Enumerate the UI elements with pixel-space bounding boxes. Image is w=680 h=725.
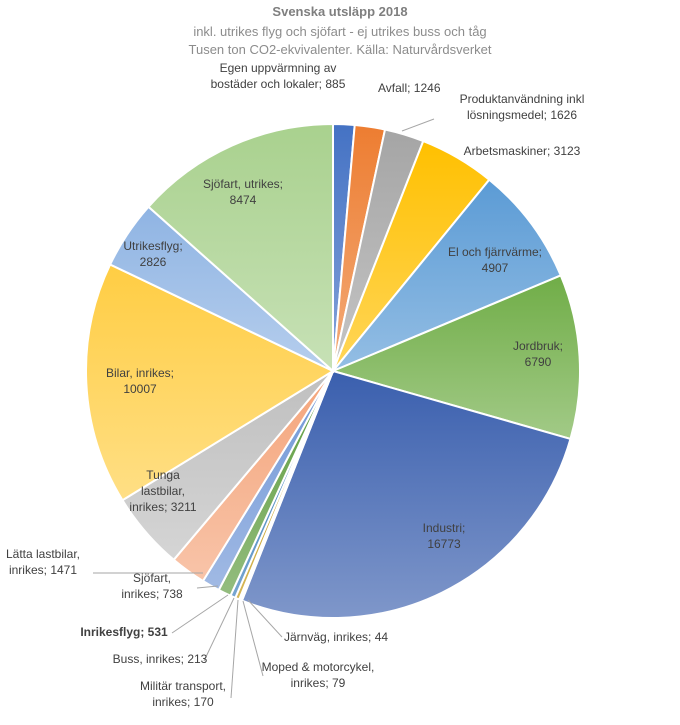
data-label-16-line-1: Bilar, inrikes; [106, 366, 174, 380]
data-label-4-line-1: Arbetsmaskiner; 3123 [464, 144, 581, 158]
data-label-13: Sjöfart, inrikes; 738 [121, 571, 183, 601]
leader-line-13 [196, 585, 219, 589]
data-labels: Egen uppvärmning av bostäder och lokaler;… [6, 61, 584, 709]
data-label-14-line-1: Lätta lastbilar, [6, 547, 80, 561]
pie-slice-5 [332, 178, 563, 372]
data-label-6-line-2: 6790 [525, 355, 552, 369]
pie-slice-18 [147, 122, 334, 374]
data-label-7-line-2: 16773 [427, 537, 461, 551]
data-label-16: Bilar, inrikes; 10007 [106, 366, 174, 396]
data-label-9-line-2: inrikes; 79 [291, 676, 346, 690]
data-label-18: Sjöfart, utrikes; 8474 [203, 177, 283, 207]
leader-line-8 [247, 599, 283, 638]
data-label-12-line-1: Inrikesflyg; 531 [80, 625, 168, 639]
data-label-15: Tunga lastbilar, inrikes; 3211 [129, 468, 196, 514]
data-label-3: Produktanvändning inkl lösningsmedel; 162… [460, 92, 585, 122]
data-label-15-line-2: lastbilar, [141, 484, 185, 498]
data-label-10: Militär transport, inrikes; 170 [140, 679, 226, 709]
leader-line-9 [242, 600, 264, 677]
data-label-18-line-1: Sjöfart, utrikes; [203, 177, 283, 191]
data-label-8-line-1: Järnväg, inrikes; 44 [284, 630, 388, 644]
leader-line-3 [401, 118, 435, 132]
pie-slice-6 [329, 274, 581, 441]
data-label-2-line-1: Avfall; 1246 [378, 81, 441, 95]
chart-subtitle-line-2: Tusen ton CO2-ekvivalenter. Källa: Natur… [189, 42, 492, 57]
data-label-15-line-1: Tunga [146, 468, 180, 482]
data-label-15-line-3: inrikes; 3211 [129, 500, 196, 514]
data-label-11: Buss, inrikes; 213 [113, 652, 208, 666]
data-label-10-line-2: inrikes; 170 [152, 695, 214, 709]
data-label-12: Inrikesflyg; 531 [80, 625, 168, 639]
data-label-3-line-1: Produktanvändning inkl [460, 92, 585, 106]
data-label-17-line-2: 2826 [140, 255, 167, 269]
pie-slice-16 [85, 263, 336, 502]
chart-subtitle-line-1: inkl. utrikes flyg och sjöfart - ej utri… [193, 24, 486, 39]
leader-lines [93, 118, 435, 699]
data-label-14: Lätta lastbilar, inrikes; 1471 [6, 547, 80, 577]
data-label-11-line-1: Buss, inrikes; 213 [113, 652, 208, 666]
leader-line-11 [203, 597, 235, 662]
data-label-13-line-1: Sjöfart, [133, 571, 171, 585]
data-label-3-line-2: lösningsmedel; 1626 [467, 108, 577, 122]
data-label-5-line-1: El och fjärrvärme; [448, 245, 542, 259]
data-label-2: Avfall; 1246 [378, 81, 441, 95]
leader-line-10 [230, 599, 239, 699]
data-label-1-line-1: Egen uppvärmning av [220, 61, 337, 75]
data-label-16-line-2: 10007 [123, 382, 157, 396]
data-label-9-line-1: Moped & motorcykel, [262, 660, 375, 674]
data-label-5: El och fjärrvärme; 4907 [448, 245, 542, 275]
leader-line-12 [171, 594, 229, 634]
chart-title: Svenska utsläpp 2018 [272, 4, 407, 19]
data-label-6-line-1: Jordbruk; [513, 339, 563, 353]
data-label-1: Egen uppvärmning av bostäder och lokaler;… [211, 61, 346, 91]
pie-slices [85, 122, 581, 619]
data-label-14-line-2: inrikes; 1471 [9, 563, 77, 577]
data-label-7: Industri; 16773 [423, 521, 466, 551]
pie-slice-7 [240, 369, 572, 619]
data-label-17: Utrikesflyg; 2826 [123, 239, 182, 269]
data-label-4: Arbetsmaskiner; 3123 [464, 144, 581, 158]
data-label-18-line-2: 8474 [230, 193, 257, 207]
data-label-5-line-2: 4907 [482, 261, 509, 275]
data-label-10-line-1: Militär transport, [140, 679, 226, 693]
data-label-1-line-2: bostäder och lokaler; 885 [211, 77, 346, 91]
data-label-17-line-1: Utrikesflyg; [123, 239, 182, 253]
data-label-8: Järnväg, inrikes; 44 [284, 630, 388, 644]
data-label-13-line-2: inrikes; 738 [121, 587, 183, 601]
data-label-7-line-1: Industri; [423, 521, 466, 535]
data-label-6: Jordbruk; 6790 [513, 339, 563, 369]
data-label-9: Moped & motorcykel, inrikes; 79 [262, 660, 375, 690]
